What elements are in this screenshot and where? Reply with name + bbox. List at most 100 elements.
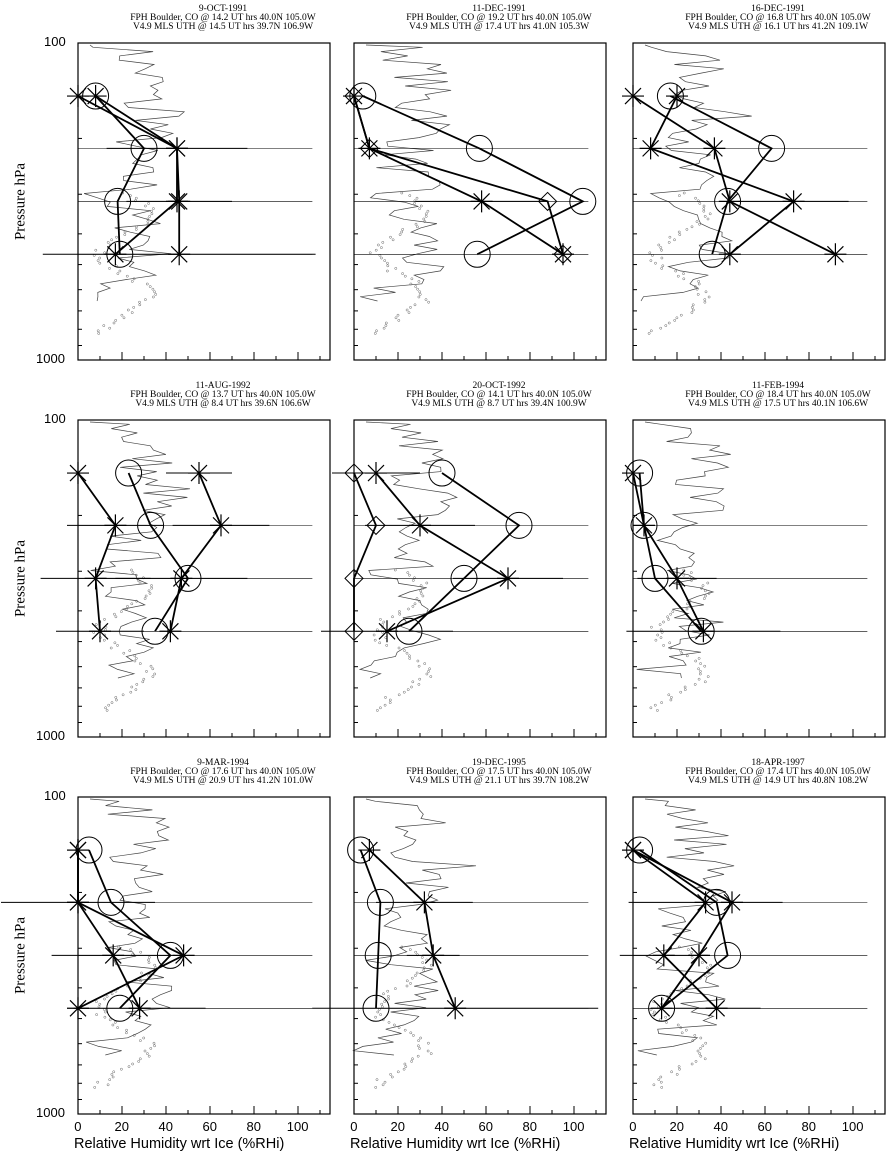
- profile-dot: [649, 329, 653, 333]
- profile-dot: [384, 696, 387, 699]
- profile-dot: [419, 589, 423, 593]
- profile-dot: [697, 280, 700, 283]
- profile-dot: [669, 698, 673, 702]
- profile-dot: [385, 644, 389, 647]
- profile-dot: [96, 1080, 100, 1084]
- profile-dot: [690, 1062, 694, 1066]
- profile-dot: [105, 995, 109, 998]
- profile-dot: [667, 321, 671, 325]
- profile-dot: [408, 194, 412, 197]
- profile-dot: [135, 599, 138, 603]
- profile-dot: [374, 1015, 377, 1019]
- profile-dot: [429, 1052, 433, 1055]
- profile-dot: [706, 581, 710, 585]
- profile-dot: [376, 709, 379, 712]
- x-tick-label: 0: [74, 1119, 82, 1134]
- panel-subtitle-mls: V4.9 MLS UTH @ 20.9 UT hrs 41.2N 101.0W: [132, 776, 314, 786]
- profile-dot: [127, 1065, 131, 1068]
- profile-dot: [152, 207, 155, 210]
- profile-dot: [429, 675, 433, 678]
- profile-dot: [675, 1073, 679, 1076]
- x-tick-label: 60: [478, 1119, 493, 1134]
- x-tick-label: 100: [841, 1119, 864, 1134]
- profile-dot: [702, 597, 706, 600]
- profile-dot: [404, 1065, 408, 1068]
- profile-dot: [702, 209, 706, 213]
- profile-dot: [98, 261, 102, 265]
- star-marker: [166, 190, 188, 213]
- profile-dot: [146, 217, 150, 221]
- profile-dot: [398, 233, 402, 236]
- star-marker: [497, 567, 519, 590]
- profile-dot: [682, 191, 686, 195]
- profile-dot: [150, 212, 154, 216]
- profile-dot: [425, 672, 429, 676]
- profile-dot: [145, 282, 149, 286]
- profile-dot: [683, 685, 687, 689]
- profile-dot: [408, 657, 412, 660]
- profile-dot: [427, 300, 430, 304]
- star-marker: [666, 85, 688, 108]
- x-axis-label: Relative Humidity wrt Ice (%RHi): [350, 1136, 561, 1152]
- profile-dot: [97, 1005, 101, 1009]
- profile-dot: [142, 677, 146, 681]
- profile-dot: [113, 1021, 117, 1024]
- profile-dot: [417, 664, 421, 668]
- panel-subtitle-fph: FPH Boulder, CO @ 17.4 UT hrs 40.0N 105.…: [685, 767, 871, 777]
- profile-dot: [668, 641, 672, 645]
- profile-dot: [141, 680, 145, 684]
- panel-4: [40, 419, 331, 738]
- star-marker: [639, 137, 662, 160]
- profile-dot: [707, 592, 711, 595]
- profile-dot: [413, 303, 417, 307]
- profile-trace: [640, 44, 752, 302]
- profile-dot: [125, 1031, 128, 1035]
- profile-dot: [418, 290, 422, 294]
- profile-dot: [129, 690, 133, 694]
- profile-dot: [397, 319, 401, 322]
- panel-title: 19-DEC-1995: [472, 758, 526, 768]
- star-marker: [622, 839, 644, 862]
- profile-dot: [412, 1034, 415, 1037]
- profile-dot: [113, 612, 116, 616]
- profile-dot: [379, 1013, 382, 1016]
- profile-dot: [671, 610, 675, 613]
- x-axis-label: Relative Humidity wrt Ice (%RHi): [629, 1136, 840, 1152]
- series-1-line: [362, 95, 585, 256]
- circle-marker: [428, 459, 456, 487]
- y-axis-label: Pressure hPa: [12, 539, 29, 617]
- profile-dot: [407, 311, 411, 314]
- profile-dot: [660, 701, 663, 704]
- star-marker: [470, 190, 493, 213]
- profile-dot: [658, 623, 662, 626]
- profile-dot: [103, 251, 106, 255]
- star-marker: [104, 243, 127, 266]
- profile-dot: [135, 683, 139, 686]
- profile-dot: [698, 672, 702, 676]
- star-marker: [67, 891, 89, 914]
- circle-marker: [758, 134, 786, 162]
- profile-dot: [673, 238, 676, 242]
- profile-dot: [415, 597, 419, 600]
- profile-dot: [402, 690, 406, 694]
- profile-dot: [667, 693, 671, 697]
- profile-dot: [685, 654, 689, 658]
- profile-dot: [386, 264, 390, 268]
- profile-dot: [649, 259, 653, 262]
- panel-subtitle-fph: FPH Boulder, CO @ 13.7 UT hrs 40.0N 105.…: [130, 390, 316, 400]
- profile-dot: [656, 633, 660, 637]
- profile-dot: [389, 235, 392, 239]
- profile-dot: [143, 1049, 147, 1053]
- profile-dot: [657, 243, 661, 247]
- profile-dot: [652, 1083, 656, 1087]
- panel-title: 11-AUG-1992: [195, 381, 251, 391]
- profile-dot: [95, 1000, 98, 1003]
- profile-dot: [379, 706, 382, 710]
- profile-dot: [112, 1070, 116, 1074]
- profile-dot: [98, 256, 102, 260]
- profile-dot: [417, 1039, 420, 1042]
- profile-dot: [132, 277, 136, 281]
- profile-dot: [368, 251, 372, 255]
- profile-dot: [699, 1036, 703, 1040]
